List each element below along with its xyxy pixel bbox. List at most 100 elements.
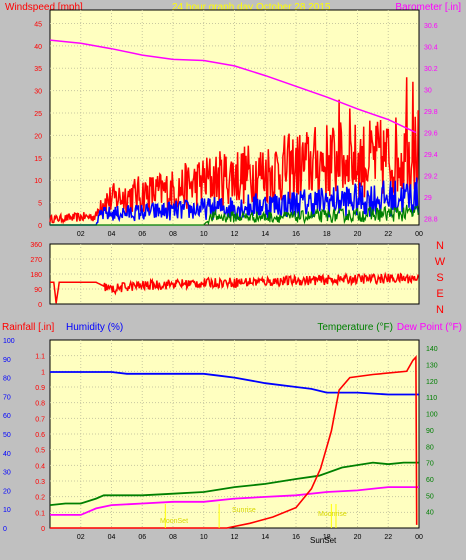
humidity-tick-label: 40	[3, 451, 11, 458]
barometer-tick-label: 29	[424, 195, 432, 202]
temperature-tick-label: 130	[426, 363, 438, 370]
rainfall-axis-title: Rainfall [.in]	[2, 322, 54, 333]
windspeed-tick-label: 20	[34, 133, 42, 140]
x-tick-label: 06	[138, 231, 146, 238]
humidity-tick-label: 70	[3, 394, 11, 401]
barometer-tick-label: 30.2	[424, 66, 438, 73]
barometer-line	[49, 39, 417, 134]
x-tick-label: 18	[323, 231, 331, 238]
moonset-label: MoonSet	[160, 518, 188, 525]
compass-label: W	[435, 256, 446, 268]
humidity-line	[50, 371, 419, 396]
windspeed-tick-label: 10	[34, 178, 42, 185]
x-tick-label: 20	[354, 231, 362, 238]
temperature-line	[49, 461, 419, 506]
humidity-tick-label: 90	[3, 357, 11, 364]
rainfall-tick-label: 0.5	[35, 448, 45, 455]
x-tick-label: 08	[169, 534, 177, 541]
x-tick-label: 04	[108, 534, 116, 541]
x-tick-label: 14	[261, 534, 269, 541]
barometer-tick-label: 30.4	[424, 45, 438, 52]
windspeed-tick-label: 15	[34, 156, 42, 163]
x-tick-label: 08	[169, 231, 177, 238]
x-tick-label: 18	[323, 534, 331, 541]
direction-tick-label: 270	[30, 257, 42, 264]
rainfall-line	[50, 355, 418, 529]
dew-point-line	[50, 486, 419, 516]
compass-label: E	[436, 288, 443, 300]
barometer-axis-title: Barometer [.in]	[395, 2, 461, 13]
x-tick-label: 12	[231, 231, 239, 238]
wind-average-line	[50, 177, 419, 226]
rainfall-tick-label: 0.4	[35, 463, 45, 470]
barometer-tick-label: 29.4	[424, 152, 438, 159]
chart-marks	[49, 39, 419, 529]
rainfall-tick-label: 1.1	[35, 354, 45, 361]
humidity-tick-label: 30	[3, 470, 11, 477]
x-tick-label: 06	[138, 534, 146, 541]
windspeed-tick-label: 25	[34, 111, 42, 118]
direction-tick-label: 90	[34, 287, 42, 294]
x-tick-label: 10	[200, 231, 208, 238]
x-tick-label: 20	[354, 534, 362, 541]
wind-gust-line	[49, 77, 419, 225]
windspeed-axis-title: Windspeed [mph]	[5, 2, 83, 13]
axis-labels: 05101520253035404528.82929.229.429.629.8…	[3, 21, 438, 541]
x-tick-label: 04	[108, 231, 116, 238]
x-tick-label: 00	[415, 231, 423, 238]
barometer-tick-label: 30.6	[424, 23, 438, 30]
barometer-tick-label: 28.8	[424, 217, 438, 224]
rainfall-tick-label: 0.9	[35, 385, 45, 392]
temperature-tick-label: 120	[426, 379, 438, 386]
barometer-tick-label: 30	[424, 88, 432, 95]
sunrise-label: Sunrise	[232, 507, 256, 514]
x-tick-label: 10	[200, 534, 208, 541]
x-tick-label: 16	[292, 534, 300, 541]
sunset-label: SunSet	[310, 536, 337, 545]
windspeed-tick-label: 35	[34, 66, 42, 73]
humidity-axis-title: Humidity (%)	[66, 322, 123, 333]
windspeed-tick-label: 0	[38, 223, 42, 230]
windspeed-tick-label: 45	[34, 21, 42, 28]
temperature-tick-label: 100	[426, 412, 438, 419]
temperature-tick-label: 90	[426, 428, 434, 435]
temperature-tick-label: 60	[426, 477, 434, 484]
x-tick-label: 22	[384, 231, 392, 238]
direction-tick-label: 180	[30, 272, 42, 279]
windspeed-tick-label: 40	[34, 44, 42, 51]
temperature-tick-label: 140	[426, 346, 438, 353]
rainfall-tick-label: 0.1	[35, 510, 45, 517]
x-tick-label: 02	[77, 534, 85, 541]
dew-point-axis-title: Dew Point (°F)	[397, 322, 462, 333]
humidity-tick-label: 20	[3, 488, 11, 495]
humidity-tick-label: 80	[3, 376, 11, 383]
humidity-tick-label: 10	[3, 507, 11, 514]
rainfall-tick-label: 0.7	[35, 416, 45, 423]
x-tick-label: 16	[292, 231, 300, 238]
graph-title: 24 hour graph day October 28 2015	[172, 2, 331, 13]
barometer-tick-label: 29.6	[424, 131, 438, 138]
humidity-tick-label: 60	[3, 413, 11, 420]
rainfall-tick-label: 1	[41, 369, 45, 376]
temperature-tick-label: 40	[426, 510, 434, 517]
temperature-tick-label: 50	[426, 493, 434, 500]
wind-direction-line	[50, 271, 419, 304]
rainfall-tick-label: 0.8	[35, 401, 45, 408]
rainfall-tick-label: 0	[41, 526, 45, 533]
barometer-tick-label: 29.8	[424, 109, 438, 116]
rainfall-tick-label: 0.2	[35, 495, 45, 502]
humidity-tick-label: 0	[3, 526, 7, 533]
temperature-tick-label: 80	[426, 444, 434, 451]
moonrise-label: Moonrise	[318, 511, 347, 518]
rainfall-tick-label: 0.3	[35, 479, 45, 486]
x-tick-label: 22	[384, 534, 392, 541]
direction-tick-label: 0	[38, 302, 42, 309]
temperature-tick-label: 110	[426, 395, 437, 402]
humidity-tick-label: 50	[3, 432, 11, 439]
temperature-axis-title: Temperature (°F)	[317, 322, 393, 333]
x-tick-label: 14	[261, 231, 269, 238]
windspeed-tick-label: 30	[34, 89, 42, 96]
compass-label: N	[436, 304, 444, 316]
